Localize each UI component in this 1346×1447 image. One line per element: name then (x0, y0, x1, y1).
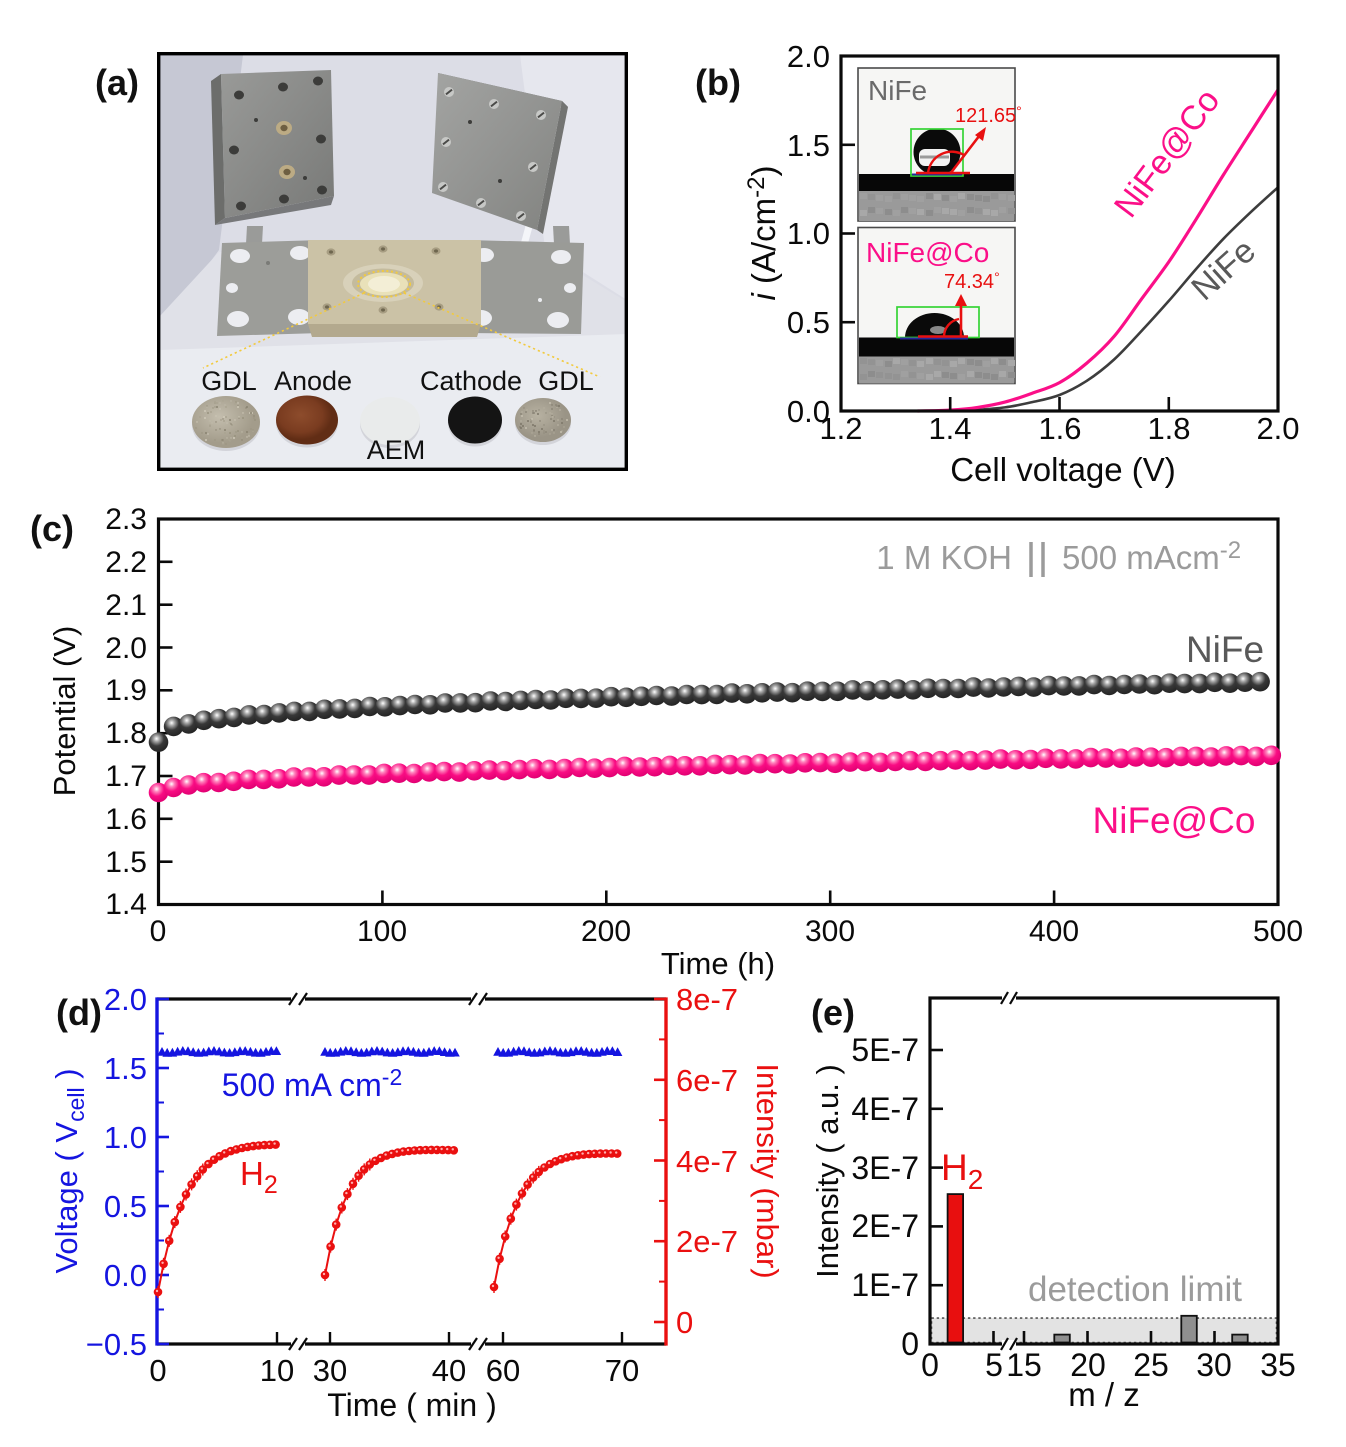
svg-text:2.3: 2.3 (105, 503, 147, 536)
svg-text:100: 100 (357, 915, 407, 948)
svg-text:NiFe: NiFe (868, 75, 927, 106)
svg-text:400: 400 (1029, 915, 1079, 948)
svg-text:NiFe: NiFe (1186, 629, 1264, 670)
svg-text:500 mAcm-2: 500 mAcm-2 (1062, 537, 1241, 576)
svg-text:10: 10 (260, 1353, 294, 1388)
svg-text:1.5: 1.5 (787, 128, 830, 163)
svg-text:1.2: 1.2 (819, 411, 862, 446)
svg-text:0.5: 0.5 (787, 305, 830, 340)
svg-text:6e-7: 6e-7 (676, 1063, 738, 1098)
svg-text:1.6: 1.6 (1038, 411, 1081, 446)
svg-text:35: 35 (1260, 1347, 1296, 1383)
svg-text:1.4: 1.4 (105, 888, 147, 921)
svg-text:Intensity ( a.u. ): Intensity ( a.u. ) (810, 1064, 845, 1278)
svg-text:2E-7: 2E-7 (851, 1208, 919, 1244)
svg-text:2.0: 2.0 (104, 985, 147, 1017)
svg-text:Cathode: Cathode (420, 366, 522, 396)
svg-text:25: 25 (1133, 1347, 1169, 1383)
svg-text:0.0: 0.0 (787, 394, 830, 429)
svg-text:8e-7: 8e-7 (676, 985, 738, 1017)
svg-text:0: 0 (921, 1347, 939, 1383)
svg-text:detection limit: detection limit (1028, 1270, 1242, 1309)
svg-text:1.5: 1.5 (104, 1051, 147, 1086)
svg-text:1.4: 1.4 (928, 411, 971, 446)
svg-text:Cell voltage (V): Cell voltage (V) (950, 451, 1176, 488)
svg-text:1.5: 1.5 (105, 846, 147, 879)
svg-text:2.0: 2.0 (787, 39, 830, 74)
svg-text:2.0: 2.0 (1256, 411, 1299, 446)
svg-text:NiFe@Co: NiFe@Co (866, 237, 989, 268)
svg-text:Anode: Anode (274, 366, 352, 396)
svg-text:4e-7: 4e-7 (676, 1144, 738, 1179)
svg-text:300: 300 (805, 915, 855, 948)
svg-text:H2: H2 (941, 1147, 983, 1195)
svg-text:0: 0 (150, 915, 167, 948)
svg-text:0: 0 (676, 1305, 693, 1340)
svg-text:1.8: 1.8 (105, 717, 147, 750)
svg-text:2.0: 2.0 (105, 632, 147, 665)
svg-text:500: 500 (1253, 915, 1303, 948)
svg-text:2.2: 2.2 (105, 546, 147, 579)
svg-text:0.5: 0.5 (104, 1189, 147, 1224)
svg-text:NiFe: NiFe (1184, 232, 1263, 308)
svg-text:GDL: GDL (538, 366, 594, 396)
svg-text:500 mA cm-2: 500 mA cm-2 (222, 1064, 403, 1103)
svg-text:1.8: 1.8 (1147, 411, 1190, 446)
svg-text:Intensity (mbar): Intensity (mbar) (750, 1063, 785, 1278)
svg-text:20: 20 (1070, 1347, 1106, 1383)
svg-text:0.0: 0.0 (104, 1258, 147, 1293)
svg-text:2e-7: 2e-7 (676, 1224, 738, 1259)
svg-text:121.65°: 121.65° (955, 103, 1022, 127)
svg-text:4E-7: 4E-7 (851, 1091, 919, 1127)
svg-text:1E-7: 1E-7 (851, 1267, 919, 1303)
svg-text:5: 5 (985, 1347, 1003, 1383)
svg-text:m / z: m / z (1068, 1376, 1140, 1413)
svg-text:GDL: GDL (201, 366, 257, 396)
svg-text:−0.5: −0.5 (86, 1327, 147, 1362)
svg-text:1.0: 1.0 (787, 216, 830, 251)
svg-text:AEM: AEM (367, 435, 426, 465)
svg-text:H2: H2 (240, 1155, 278, 1199)
svg-text:30: 30 (313, 1353, 347, 1388)
svg-text:70: 70 (605, 1353, 639, 1388)
svg-text:Time ( min ): Time ( min ) (327, 1387, 496, 1423)
svg-text:74.34°: 74.34° (944, 269, 1000, 293)
svg-text:60: 60 (486, 1353, 520, 1388)
svg-text:40: 40 (432, 1353, 466, 1388)
svg-text:5E-7: 5E-7 (851, 1032, 919, 1068)
svg-text:0: 0 (901, 1326, 919, 1362)
svg-text:Voltage ( Vcell ): Voltage ( Vcell ) (49, 1068, 89, 1273)
svg-text:200: 200 (581, 915, 631, 948)
svg-text:NiFe@Co: NiFe@Co (1093, 800, 1256, 841)
svg-text:1.9: 1.9 (105, 674, 147, 707)
svg-text:Time (h): Time (h) (661, 946, 775, 981)
svg-text:0: 0 (149, 1353, 166, 1388)
svg-text:NiFe@Co: NiFe@Co (1107, 82, 1227, 224)
svg-text:i (A/cm-2): i (A/cm-2) (743, 165, 782, 300)
svg-text:3E-7: 3E-7 (851, 1150, 919, 1186)
svg-text:1.0: 1.0 (104, 1120, 147, 1155)
svg-text:30: 30 (1196, 1347, 1232, 1383)
svg-text:2.1: 2.1 (105, 589, 147, 622)
svg-text:15: 15 (1006, 1347, 1042, 1383)
svg-text:Potential (V): Potential (V) (47, 626, 82, 797)
svg-text:1 M KOH: 1 M KOH (876, 539, 1012, 576)
svg-text:1.7: 1.7 (105, 760, 147, 793)
svg-text:1.6: 1.6 (105, 803, 147, 836)
